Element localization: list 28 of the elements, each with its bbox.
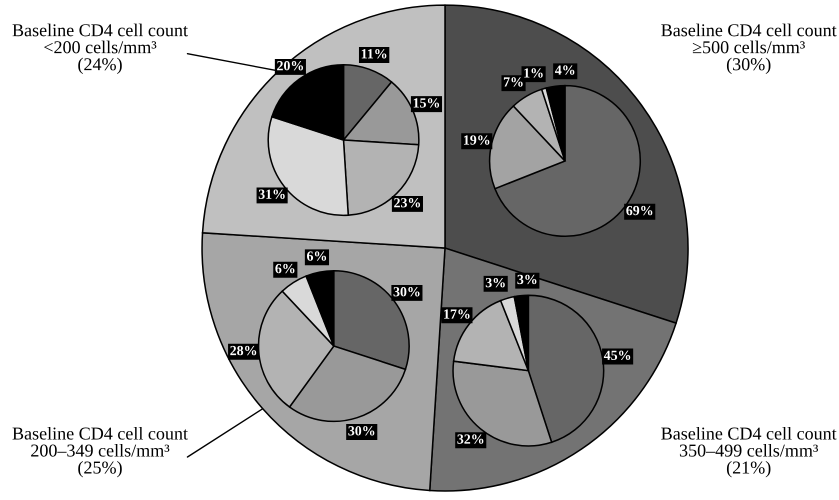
data-label: 19% [464,135,490,145]
data-label: 28% [230,346,256,356]
data-label: 3% [486,278,505,288]
data-label: 69% [626,206,652,216]
data-label: 11% [362,49,386,59]
data-label: 23% [394,198,420,208]
data-label: 31% [258,190,285,199]
data-label: 15% [414,98,440,108]
data-label: 17% [444,309,470,319]
data-label: (21%) [726,460,770,478]
data-label: 6% [275,264,294,274]
data-label: 7% [504,77,523,87]
slice-label: Baseline CD4 cell count ≥500 cells/mm³ [661,24,837,54]
data-label: (30%) [726,58,770,74]
data-label: (24%) [78,58,122,74]
data-label: 20% [277,61,303,70]
data-label: 6% [307,251,326,261]
data-label: 30% [348,426,374,436]
slice-label: Baseline CD4 cell count 350–499 cells/mm³ [661,426,837,457]
slice-label: Baseline CD4 cell count 200–349 cells/mm³ [12,426,188,457]
data-label: 45% [604,350,630,360]
data-label: 4% [554,65,574,75]
data-label: 1% [524,68,543,78]
data-label: 30% [394,287,420,296]
slice-label: Baseline CD4 cell count <200 cells/mm³ [12,24,188,54]
data-label: 3% [517,274,536,284]
data-label: (25%) [78,460,122,478]
data-label: 32% [457,434,484,444]
